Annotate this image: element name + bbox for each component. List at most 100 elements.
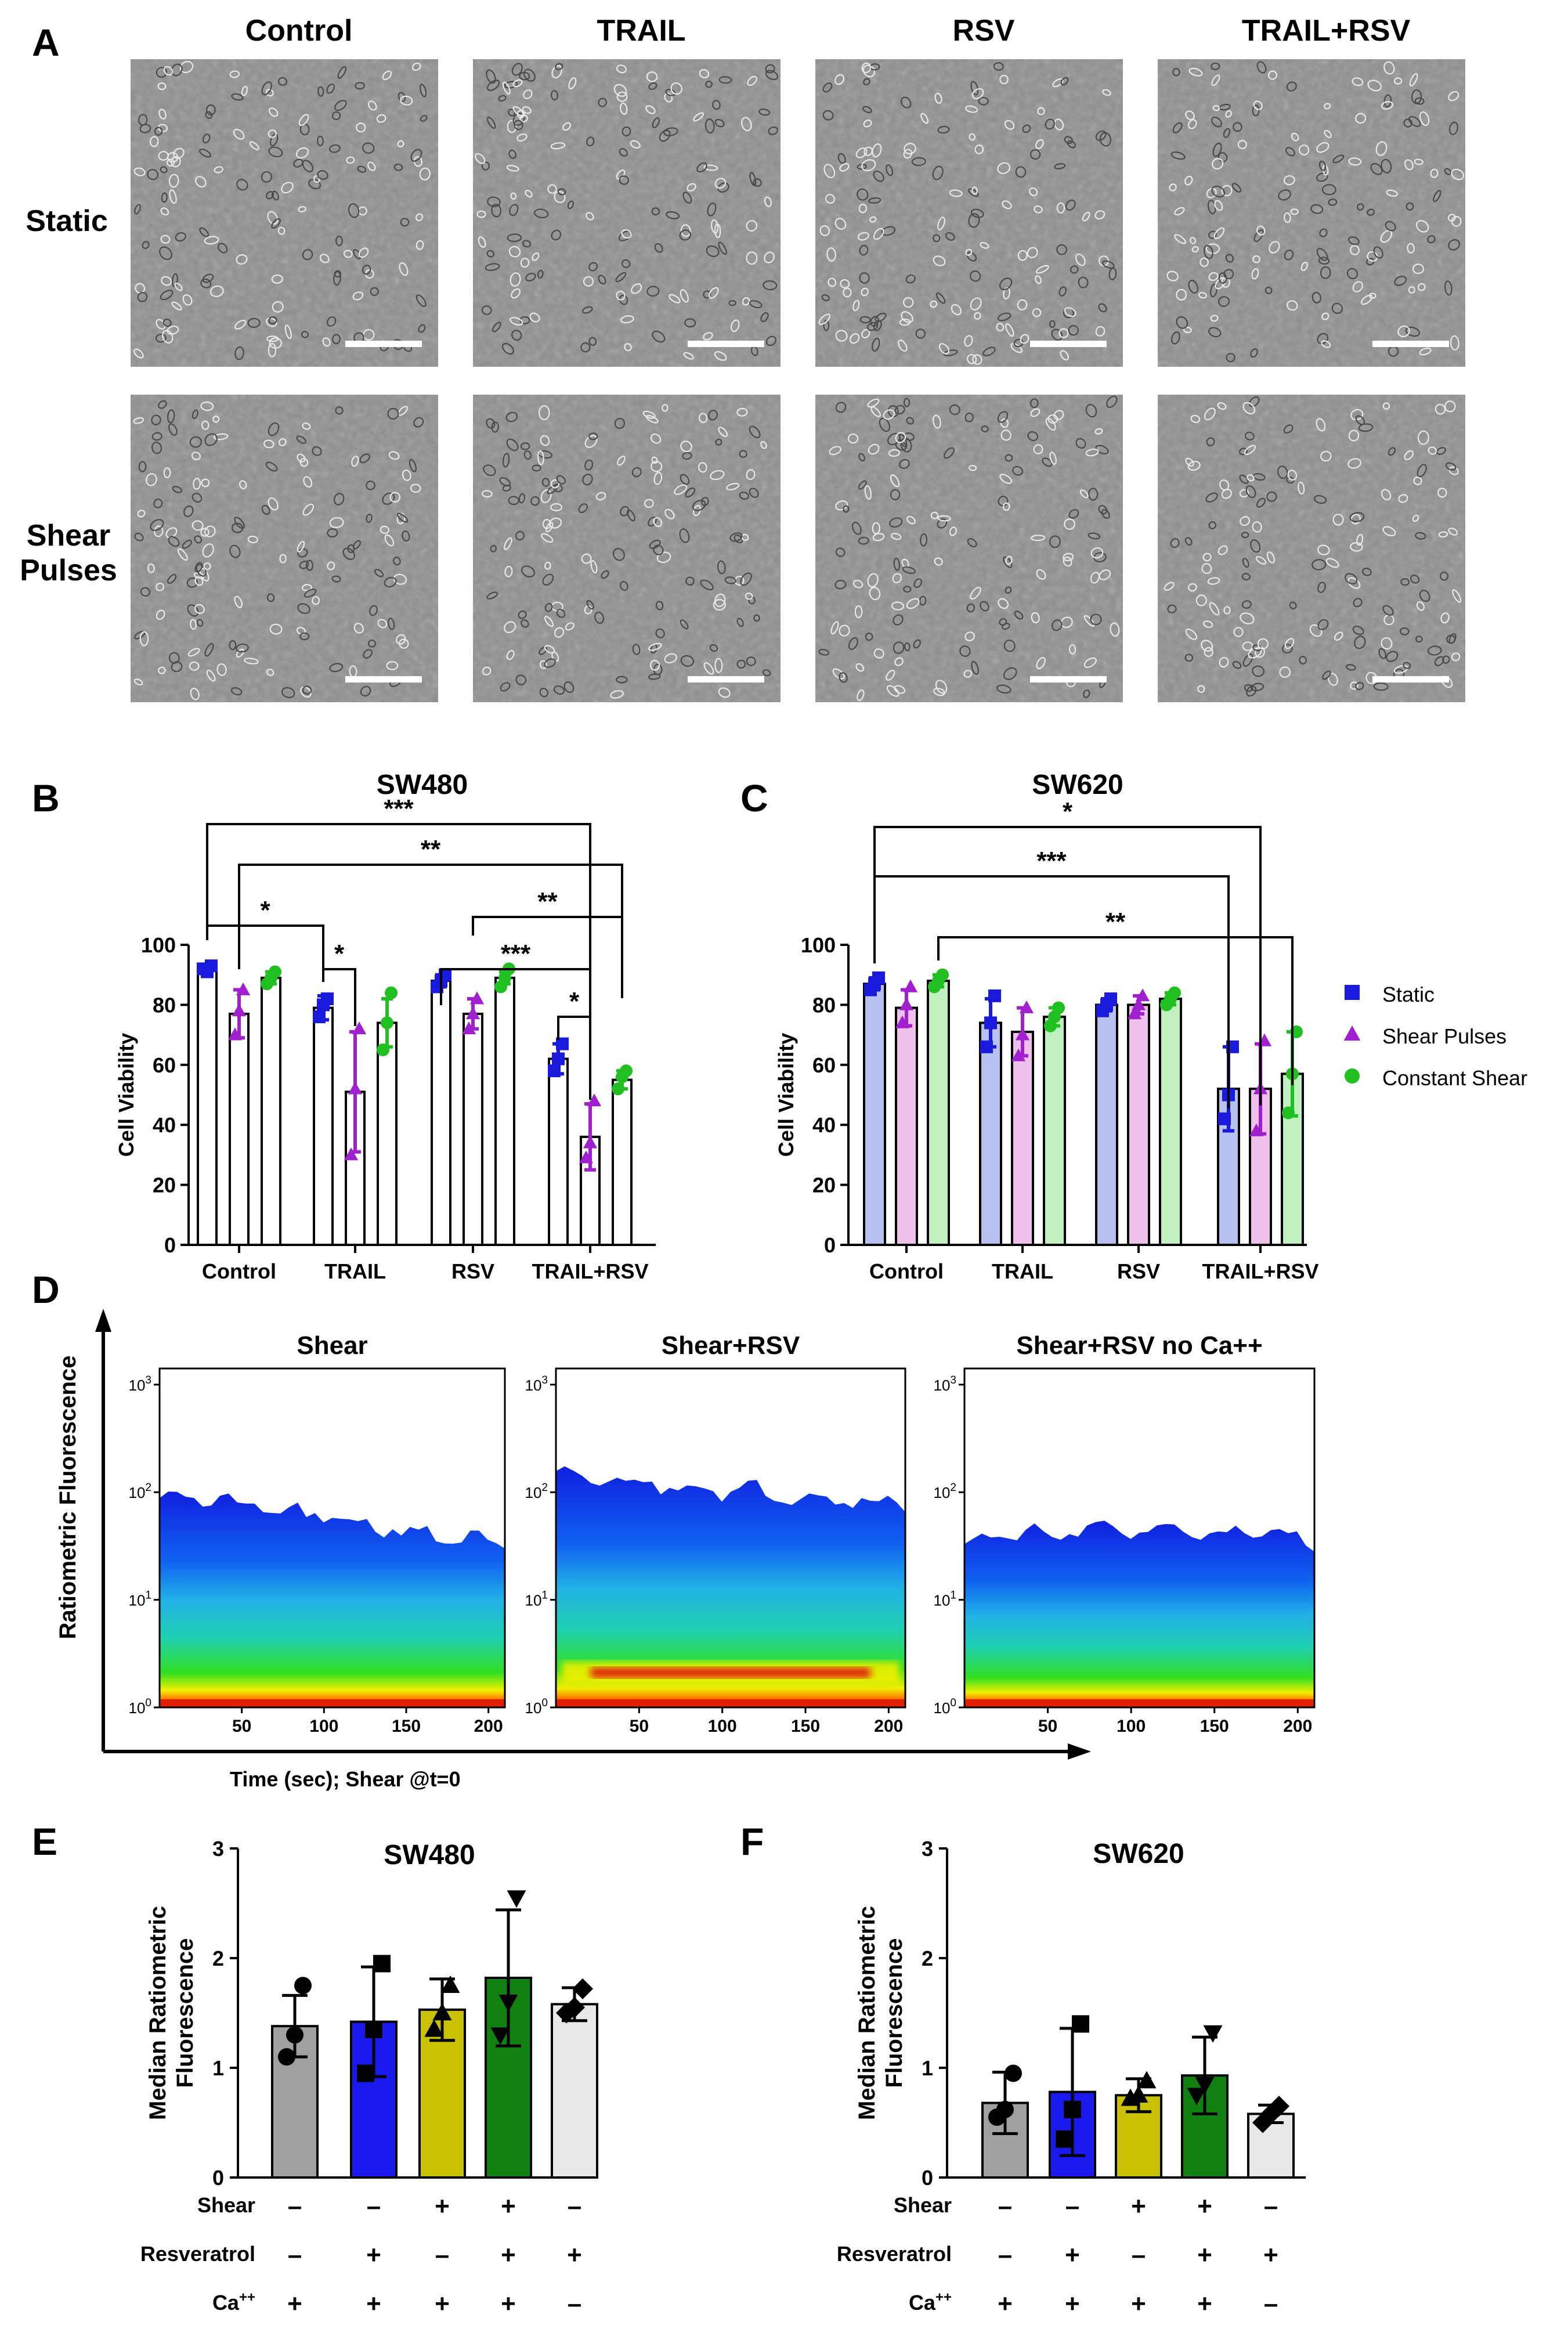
data-point: [1187, 2088, 1206, 2106]
cell: [868, 443, 880, 455]
cell: [206, 669, 216, 682]
cell: [1321, 670, 1331, 680]
cell: [1405, 326, 1421, 337]
cell: [355, 82, 365, 90]
data-point: [227, 1027, 243, 1041]
micrograph: [473, 59, 781, 367]
cell: [268, 129, 277, 138]
cell: [179, 60, 194, 74]
cell: [511, 288, 521, 299]
cell: [645, 105, 656, 114]
cell: [1386, 651, 1399, 662]
cell: [268, 316, 277, 324]
cell: [865, 633, 873, 641]
data-point: [465, 1006, 480, 1020]
cell: [680, 289, 689, 303]
significance-bracket: [238, 864, 623, 998]
condition-symbol: –: [1132, 2241, 1146, 2269]
cell: [1317, 582, 1326, 593]
cell: [1190, 237, 1197, 244]
heatmap-x-tick-label: 200: [874, 1717, 903, 1736]
cell: [951, 304, 962, 316]
cell: [160, 166, 168, 174]
density-floor: [161, 1699, 504, 1707]
cell: [202, 543, 214, 558]
cell: [872, 337, 880, 352]
cell: [556, 475, 566, 485]
cell: [366, 514, 373, 523]
chart-c-sw620-viability: SW620 Cell Viability 0 20 40 60 80 100 Control TR…: [774, 770, 1319, 1283]
cell: [890, 489, 901, 501]
cell: [1241, 600, 1252, 609]
cell: [829, 446, 841, 456]
cell: [487, 80, 500, 91]
cell: [1198, 292, 1208, 299]
cell: [843, 287, 852, 298]
cell: [964, 335, 973, 347]
cell: [1445, 462, 1457, 471]
heatmap-y-tick-label: 103: [934, 1374, 957, 1394]
y-axis-label: Cell Viability: [114, 1033, 138, 1157]
cell: [1404, 450, 1414, 460]
cell: [901, 311, 913, 323]
cell: [903, 149, 913, 159]
cell: [1360, 294, 1373, 305]
cell: [867, 573, 879, 588]
cell: [304, 588, 317, 598]
cell: [1318, 160, 1327, 171]
cell: [1003, 640, 1016, 652]
cell: [1221, 185, 1233, 197]
cell: [906, 515, 916, 525]
cell: [837, 153, 846, 164]
y-tick-label: 0: [922, 2166, 933, 2190]
significance-bracket: [206, 823, 591, 1050]
cell: [301, 331, 309, 338]
cell: [714, 658, 723, 673]
cell: [963, 670, 972, 678]
cell: [537, 269, 544, 279]
cell: [859, 316, 871, 324]
cell: [1030, 398, 1039, 409]
cell: [724, 576, 736, 584]
cell: [651, 456, 658, 464]
cell: [935, 680, 948, 694]
cell: [669, 294, 681, 304]
cell: [646, 71, 658, 82]
cell: [598, 98, 607, 107]
cell: [504, 537, 512, 550]
bar: [863, 983, 886, 1246]
cell: [161, 192, 168, 203]
cell: [357, 165, 367, 173]
cell: [586, 600, 595, 610]
cell: [508, 245, 521, 258]
cell: [518, 493, 526, 504]
cell: [840, 279, 850, 288]
cell: [192, 409, 198, 420]
cell: [410, 149, 422, 162]
condition-symbol: +: [1197, 2192, 1212, 2220]
heatmap-x-tick-label: 200: [474, 1717, 503, 1736]
cell: [1005, 555, 1013, 565]
cell: [194, 562, 203, 573]
condition-symbol: +: [435, 2290, 450, 2318]
cell: [588, 262, 598, 272]
cell: [590, 560, 598, 573]
cell: [1264, 286, 1273, 294]
cell: [1286, 476, 1295, 484]
cell: [326, 316, 337, 327]
cell: [1003, 557, 1013, 568]
cell: [512, 79, 523, 88]
cell: [201, 420, 209, 430]
heatmap-title: Shear: [297, 1331, 367, 1360]
cell: [1188, 280, 1199, 294]
cell: [306, 559, 313, 571]
cell: [512, 106, 524, 117]
cell: [331, 575, 341, 583]
cell: [996, 323, 1005, 332]
data-point: [507, 1890, 526, 1908]
cell: [620, 505, 630, 517]
cell: [1031, 535, 1046, 541]
data-point: [313, 1010, 326, 1024]
cell: [848, 637, 858, 650]
cell: [949, 189, 963, 197]
